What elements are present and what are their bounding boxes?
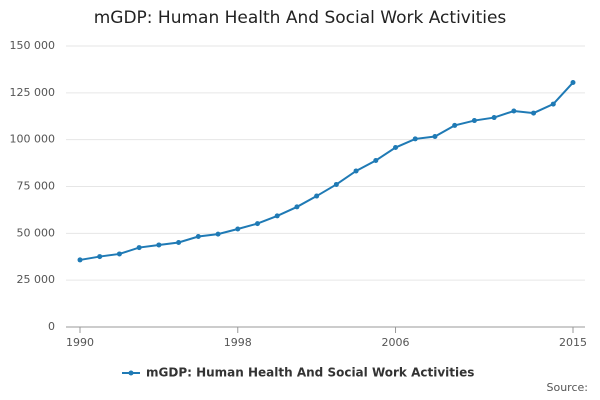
data-point bbox=[412, 136, 418, 142]
data-point bbox=[373, 157, 379, 163]
data-point bbox=[156, 242, 162, 248]
data-point bbox=[491, 115, 497, 121]
x-tick-label: 2015 bbox=[559, 336, 587, 349]
x-tick-label: 2006 bbox=[382, 336, 410, 349]
data-point bbox=[215, 231, 221, 237]
y-tick-label: 125 000 bbox=[10, 86, 56, 99]
data-point bbox=[452, 122, 458, 128]
data-point bbox=[550, 101, 556, 107]
data-point bbox=[531, 110, 537, 116]
data-point bbox=[254, 221, 260, 227]
data-point bbox=[77, 257, 83, 263]
y-tick-label: 75 000 bbox=[17, 180, 56, 193]
data-point bbox=[116, 251, 122, 257]
data-point bbox=[97, 254, 103, 260]
data-point bbox=[570, 80, 576, 86]
data-point bbox=[136, 245, 142, 251]
data-point bbox=[432, 133, 438, 139]
data-point bbox=[353, 168, 359, 174]
data-point bbox=[471, 118, 477, 124]
source: Source: bbox=[547, 381, 589, 394]
data-point bbox=[195, 234, 201, 240]
y-tick-label: 100 000 bbox=[10, 133, 56, 146]
x-tick-label: 1998 bbox=[224, 336, 252, 349]
data-point bbox=[235, 226, 241, 232]
chart-title: mGDP: Human Health And Social Work Activ… bbox=[94, 8, 507, 28]
y-tick-label: 25 000 bbox=[17, 273, 56, 286]
data-point bbox=[176, 240, 182, 246]
legend-marker bbox=[128, 370, 134, 376]
legend-label: mGDP: Human Health And Social Work Activ… bbox=[146, 366, 474, 380]
x-tick-label: 1990 bbox=[66, 336, 94, 349]
y-tick-label: 50 000 bbox=[17, 226, 56, 239]
data-point bbox=[274, 213, 280, 219]
y-tick-label: 150 000 bbox=[10, 39, 56, 52]
data-point bbox=[333, 181, 339, 187]
y-tick-label: 0 bbox=[48, 320, 55, 333]
data-point bbox=[393, 145, 399, 151]
data-point bbox=[294, 204, 300, 210]
series-line bbox=[79, 81, 574, 261]
data-point bbox=[314, 193, 320, 199]
data-point bbox=[511, 108, 517, 114]
